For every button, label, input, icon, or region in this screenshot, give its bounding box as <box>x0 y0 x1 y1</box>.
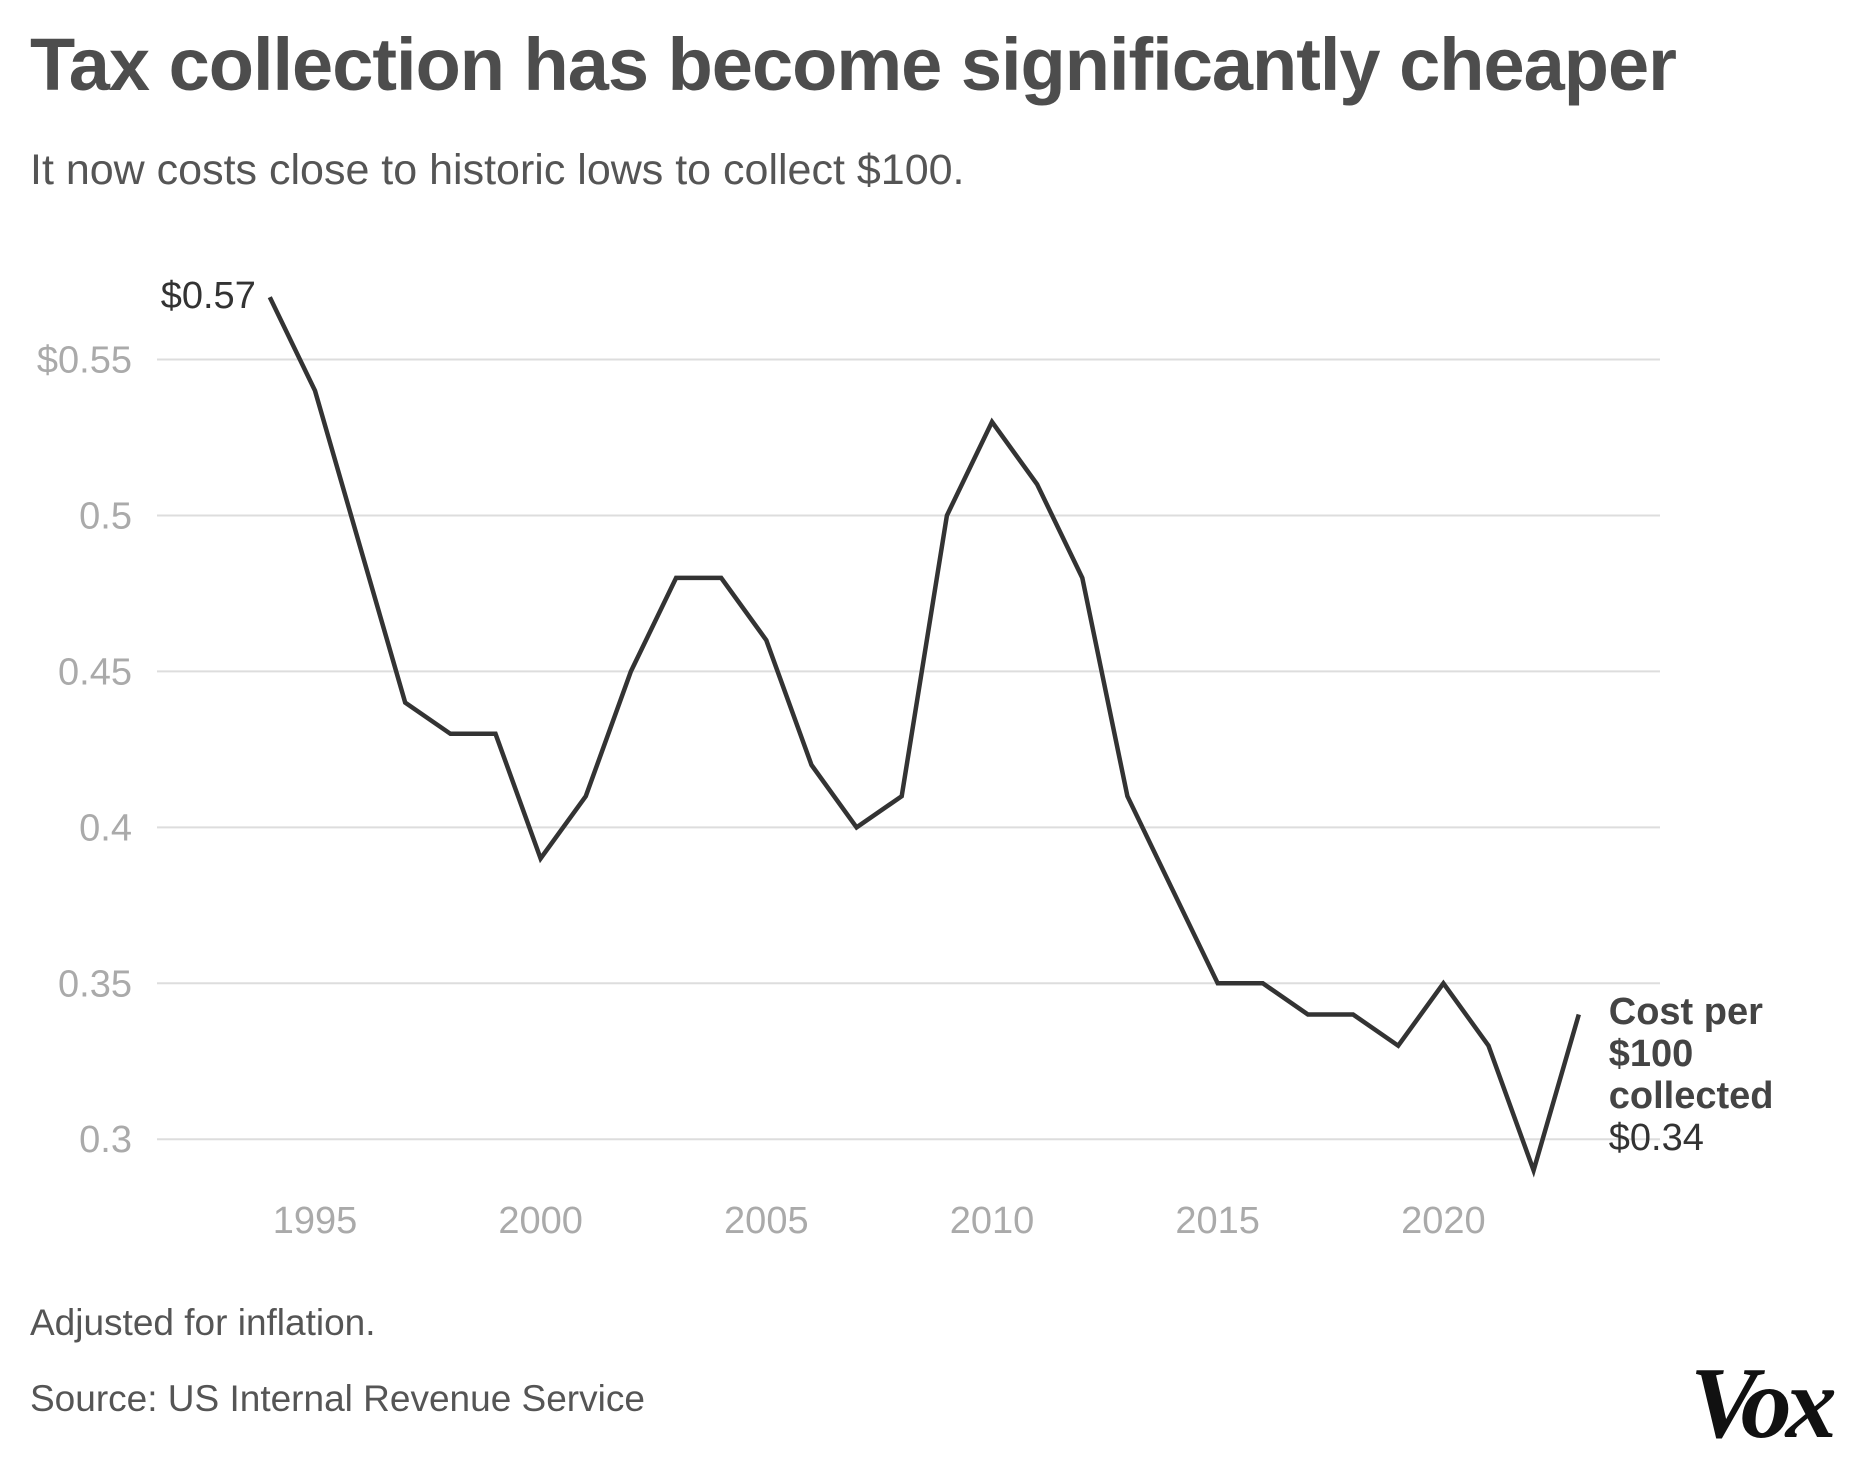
data-point-1997 <box>402 700 408 706</box>
y-tick-label: 0.4 <box>79 807 132 849</box>
data-point-2015 <box>1215 980 1221 986</box>
data-point-2019 <box>1395 1043 1401 1049</box>
y-tick-label: 0.45 <box>58 651 132 693</box>
data-point-2005 <box>763 637 769 643</box>
y-tick-label: 0.35 <box>58 963 132 1005</box>
source-credit: Source: US Internal Revenue Service <box>30 1378 645 1419</box>
data-point-2007 <box>854 824 860 830</box>
data-point-2021 <box>1485 1043 1491 1049</box>
cost-per-100-line <box>267 296 1581 1178</box>
chart-subtitle: It now costs close to historic lows to c… <box>30 146 965 194</box>
data-point-2010 <box>989 419 995 425</box>
data-point-2004 <box>718 575 724 581</box>
x-axis-ticks: 1995 2000 2005 2010 2015 2020 <box>273 1200 1486 1242</box>
data-point-2017 <box>1305 1011 1311 1017</box>
x-tick-label: 2000 <box>498 1200 583 1242</box>
data-point-2011 <box>1034 481 1040 487</box>
data-point-1998 <box>447 731 453 737</box>
data-point-1999 <box>493 731 499 737</box>
data-point-2020 <box>1440 980 1446 986</box>
data-point-2008 <box>899 793 905 799</box>
chart-title: Tax collection has become significantly … <box>30 23 1677 106</box>
footnote: Adjusted for inflation. <box>30 1302 376 1343</box>
grid-lines <box>157 358 1660 1141</box>
data-point-2012 <box>1079 575 1085 581</box>
vox-logo: Vox <box>1690 1347 1837 1460</box>
data-point-2013 <box>1124 793 1130 799</box>
y-tick-label: 0.3 <box>79 1119 132 1161</box>
series-label-line: Cost per <box>1609 991 1763 1033</box>
y-tick-label: 0.5 <box>79 495 132 537</box>
data-point-1996 <box>357 544 363 550</box>
x-tick-label: 2015 <box>1175 1200 1260 1242</box>
data-point-1994 <box>267 294 273 300</box>
data-point-2022 <box>1531 1167 1537 1173</box>
data-point-2018 <box>1350 1011 1356 1017</box>
data-point-2009 <box>944 512 950 518</box>
data-point-2002 <box>628 668 634 674</box>
data-point-1995 <box>312 388 318 394</box>
x-tick-label: 2005 <box>724 1200 809 1242</box>
data-point-2001 <box>583 793 589 799</box>
data-point-2023 <box>1576 1011 1582 1017</box>
y-axis-ticks: 0.3 0.35 0.4 0.45 0.5 $0.55 <box>37 340 132 1162</box>
data-point-2003 <box>673 575 679 581</box>
x-tick-label: 2020 <box>1401 1200 1486 1242</box>
data-point-2006 <box>808 762 814 768</box>
start-value-label: $0.57 <box>161 275 256 317</box>
data-point-2014 <box>1170 887 1176 893</box>
end-value-label: $0.34 <box>1609 1117 1704 1159</box>
y-tick-label: $0.55 <box>37 340 132 382</box>
x-tick-label: 2010 <box>950 1200 1035 1242</box>
data-point-2016 <box>1260 980 1266 986</box>
data-point-2000 <box>538 856 544 862</box>
series-label-line: collected <box>1609 1075 1774 1117</box>
x-tick-label: 1995 <box>273 1200 358 1242</box>
series-label-line: $100 <box>1609 1033 1694 1075</box>
